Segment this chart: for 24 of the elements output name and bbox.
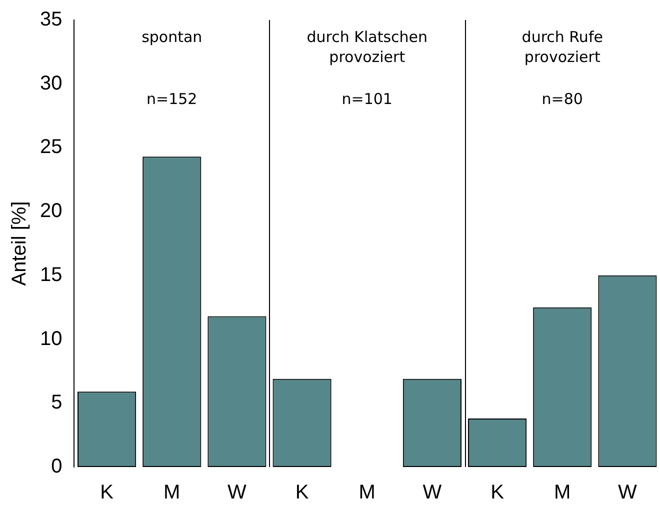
- annotation: n=152: [146, 90, 198, 108]
- x-tick-label: W: [422, 482, 442, 504]
- y-tick-label: 10: [40, 328, 62, 350]
- x-tick-label: K: [490, 482, 505, 504]
- annotation: durch Klatschen provoziert: [306, 28, 428, 66]
- x-tick-label: M: [554, 482, 571, 504]
- x-tick-label: W: [618, 482, 638, 504]
- x-tick-label: K: [100, 482, 114, 504]
- y-tick-label: 30: [40, 72, 62, 94]
- y-tick-label: 20: [40, 200, 62, 222]
- y-tick-label: 15: [40, 264, 62, 286]
- y-tick-label: 35: [40, 8, 62, 31]
- y-tick-label: 25: [40, 136, 62, 158]
- y-axis-title: Anteil [%]: [8, 201, 31, 286]
- annotation: durch Rufe provoziert: [522, 28, 603, 66]
- y-tick-label: 5: [51, 392, 62, 414]
- x-tick-label: W: [228, 482, 247, 504]
- x-tick-label: M: [164, 482, 180, 504]
- x-tick-label: K: [295, 482, 310, 504]
- annotation: spontan: [142, 28, 202, 46]
- x-tick-label: M: [358, 482, 376, 504]
- y-tick-label: 0: [51, 456, 62, 478]
- annotation: n=101: [342, 90, 392, 108]
- annotation: n=80: [542, 90, 583, 108]
